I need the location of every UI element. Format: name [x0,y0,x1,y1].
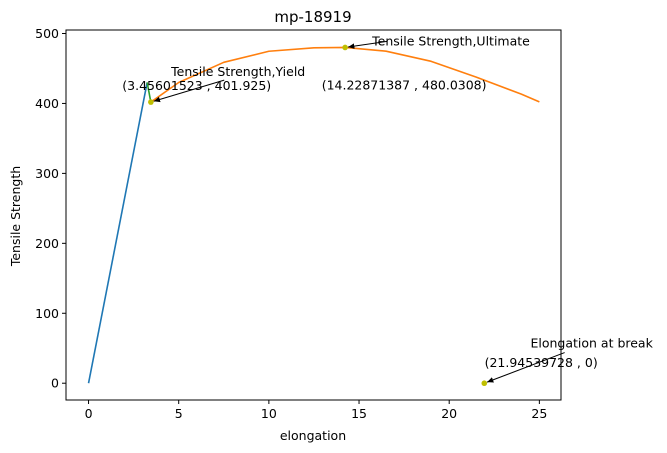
series-line-0 [87,82,148,384]
x-tick-label: 25 [531,406,547,421]
annotation-arrow-1 [348,40,388,49]
y-tick-label: 500 [35,26,59,41]
y-tick-label: 400 [35,96,59,111]
annotation-label-0: Tensile Strength,Yield [170,64,305,79]
annotation-label-2: Elongation at break [530,336,653,351]
x-tick-label: 5 [175,406,183,421]
axes-frame [65,29,562,401]
x-axis-title: elongation [280,428,346,443]
y-tick-label: 200 [35,236,59,251]
annotation-coords-2: (21.94539728 , 0) [485,355,598,370]
annotation-arrow-0 [153,79,225,103]
point-marker-1 [342,44,348,51]
plot-area [87,44,540,387]
annotation-arrow-2 [486,352,565,383]
x-tick-label: 20 [441,406,457,421]
x-tick-label: 10 [261,406,277,421]
y-tick-label: 100 [35,306,59,321]
annotation-coords-0: (3.45601523 , 401.925) [122,78,271,93]
x-tick-label: 0 [85,406,93,421]
x-tick-label: 15 [351,406,367,421]
point-marker-2 [481,380,488,387]
y-tick-label: 0 [51,376,59,391]
series-line-1 [146,82,152,103]
point-marker-0 [148,99,154,105]
annotation-coords-1: (14.22871387 , 480.0308) [322,77,487,92]
y-tick-label: 300 [35,166,59,181]
axis-ticks: 0 5 10 15 20 25 0 100 200 300 400 500 [35,26,547,421]
annotation-label-1: Tensile Strength,Ultimate [371,33,530,48]
y-axis-title: Tensile Strength [8,166,23,267]
chart-title: mp-18919 [274,8,351,26]
annotations: Tensile Strength,Yield(3.45601523 , 401.… [122,33,654,383]
